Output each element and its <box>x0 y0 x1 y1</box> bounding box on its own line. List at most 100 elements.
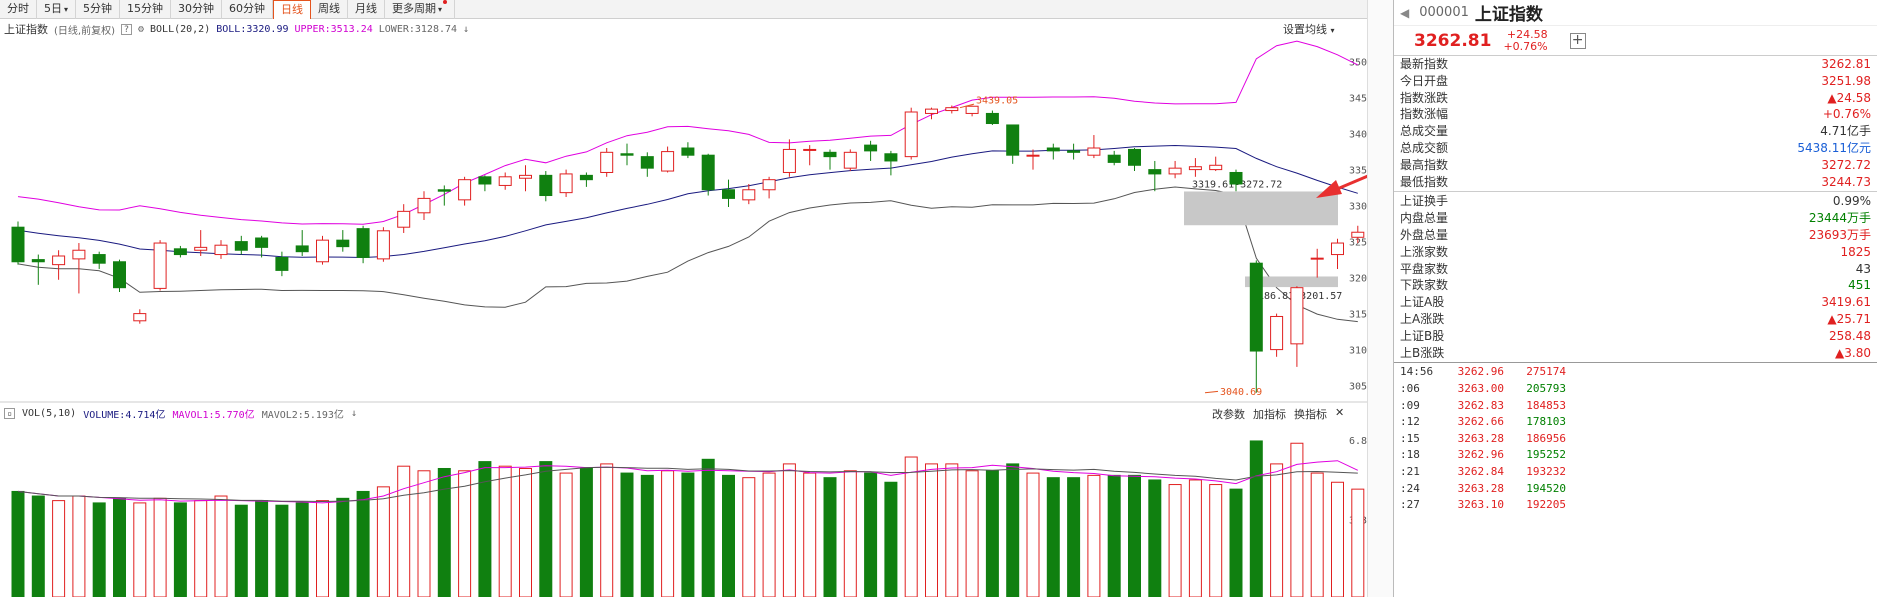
stat-value: 5438.11亿元 <box>1797 140 1871 155</box>
tick-time: :18 <box>1400 448 1420 462</box>
candle-body <box>417 197 431 214</box>
back-icon[interactable]: ◀ <box>1400 5 1410 20</box>
stat-label: 上证A股 <box>1400 295 1445 310</box>
change-params-button[interactable]: 改参数 <box>1212 408 1245 421</box>
price-row: 3262.81 +24.58 +0.76% + <box>1394 26 1877 56</box>
stat-row: 内盘总量 23444万手 <box>1394 210 1877 227</box>
stat-label: 指数涨跌 <box>1400 90 1449 105</box>
period-tab-6[interactable]: 日线 <box>273 0 312 19</box>
help-icon[interactable]: ? <box>120 23 132 35</box>
arrow-down-icon[interactable]: ↓ <box>463 23 470 35</box>
tick-price: 3263.00 <box>1457 381 1504 395</box>
volume-bar <box>925 463 938 597</box>
candle-body <box>1209 164 1223 171</box>
stat-value: 4.71亿手 <box>1820 124 1871 139</box>
period-tab-label: 60分钟 <box>229 1 266 15</box>
stat-value: 23444万手 <box>1808 211 1871 226</box>
volume-bar <box>52 500 66 597</box>
stats-group-2: 上证换手 0.99% 内盘总量 23444万手 外盘总量 23693万手 上涨家数 1825 平… <box>1394 193 1877 361</box>
boll-label[interactable]: BOLL(20,2) <box>150 23 211 35</box>
tick-row: :12 3262.66 178103 <box>1394 414 1877 431</box>
candle-body <box>437 189 451 192</box>
tick-time: :24 <box>1400 481 1420 495</box>
period-tab-0[interactable]: 分时 <box>0 0 37 19</box>
change-value: +24.58 <box>1506 27 1548 41</box>
volume-bar <box>437 467 451 597</box>
volume-bar <box>255 500 269 597</box>
volume-bar <box>1026 472 1040 597</box>
tick-list: 14:56 3262.96 275174:06 3263.00 205793:09 326… <box>1394 364 1877 513</box>
ma-settings-button[interactable]: 设置均线 ▾ <box>1283 21 1335 37</box>
candle-body <box>113 261 126 289</box>
volume-tick-label: 6.85 <box>1349 436 1373 447</box>
candle-body <box>376 230 390 260</box>
vertical-scrollbar[interactable] <box>1367 0 1393 597</box>
gap-zone-upper-label: 3319.61-3272.72 <box>1192 179 1282 190</box>
stat-value: ▲24.58 <box>1827 90 1871 105</box>
tick-volume: 205793 <box>1526 381 1566 395</box>
low-annotation-pointer <box>1204 390 1219 394</box>
stat-row: 指数涨跌 ▲24.58 <box>1394 90 1877 107</box>
volume-bar: ▫ VOL(5,10) VOLUME:4.714亿 MAVOL1:5.770亿 … <box>0 405 1360 421</box>
volume-bar <box>1046 477 1060 597</box>
switch-indicator-button[interactable]: 换指标 <box>1294 408 1327 421</box>
period-tab-5[interactable]: 60分钟 <box>222 0 274 19</box>
caret-down-icon: ▾ <box>64 4 69 14</box>
notify-dot-icon <box>443 0 448 4</box>
period-tab-9[interactable]: 更多周期 ▾ <box>385 0 456 19</box>
period-toolbar: 分时 5日 ▾ 5分钟 15分钟 30分钟 60分钟 日线 周线 月线 更多周期 ▾ <box>0 0 1393 19</box>
stat-label: 外盘总量 <box>1400 227 1449 242</box>
candle-body <box>397 210 411 228</box>
period-tab-4[interactable]: 30分钟 <box>171 0 223 19</box>
red-arrow-head <box>1316 180 1342 198</box>
collapse-icon[interactable]: ▫ <box>4 407 15 419</box>
stats-group-1: 最新指数 3262.81 今日开盘 3251.98 指数涨跌 ▲24.58 指数涨幅 +0.7… <box>1394 56 1877 190</box>
volume-bar <box>336 497 350 597</box>
period-tab-7[interactable]: 周线 <box>311 0 349 19</box>
stat-row: 最高指数 3272.72 <box>1394 157 1877 174</box>
stat-label: 最高指数 <box>1400 157 1449 172</box>
volume-bar <box>234 504 248 597</box>
tick-time: :12 <box>1400 415 1420 429</box>
add-watchlist-button[interactable]: + <box>1569 32 1586 49</box>
stat-label: 最新指数 <box>1400 57 1449 71</box>
close-icon[interactable]: ✕ <box>1335 406 1345 419</box>
vol-label[interactable]: VOL(5,10) <box>22 407 77 419</box>
period-tab-label: 15分钟 <box>127 1 164 15</box>
stat-row: 上涨家数 1825 <box>1394 244 1877 261</box>
vol-value: VOLUME:4.714亿 <box>83 409 166 421</box>
candle-body <box>722 189 735 199</box>
candle-body <box>1046 147 1060 152</box>
volume-bar <box>559 472 573 597</box>
add-indicator-button[interactable]: 加指标 <box>1253 408 1286 421</box>
volume-bar <box>11 490 25 597</box>
candle-body <box>153 242 167 289</box>
volume-bar <box>681 472 695 597</box>
tick-time: 14:56 <box>1400 365 1434 379</box>
candle-body <box>1249 262 1263 352</box>
candle-body <box>681 147 695 156</box>
chart-title: 上证指数 <box>4 23 48 36</box>
candle-body <box>133 313 147 322</box>
period-tab-3[interactable]: 15分钟 <box>120 0 172 19</box>
gear-icon[interactable]: ⚙ <box>137 23 145 35</box>
volume-bar <box>1006 463 1020 597</box>
stat-label: 上A涨跌 <box>1400 311 1445 326</box>
period-tab-2[interactable]: 5分钟 <box>76 0 121 19</box>
tick-row: :09 3262.83 184853 <box>1394 398 1877 415</box>
period-tab-1[interactable]: 5日 ▾ <box>37 0 77 19</box>
tick-row: :15 3263.28 186956 <box>1394 431 1877 448</box>
tick-price: 3262.96 <box>1457 448 1504 462</box>
volume-bar <box>1331 481 1344 597</box>
stat-value: +0.76% <box>1822 107 1871 122</box>
candle-body <box>1107 154 1121 163</box>
candle-body <box>925 108 938 114</box>
candle-body <box>1331 242 1344 256</box>
period-tab-8[interactable]: 月线 <box>348 0 386 19</box>
candle-body <box>559 173 573 194</box>
arrow-down-icon[interactable]: ↓ <box>350 407 357 419</box>
candle-body <box>234 241 248 251</box>
volume-bar <box>600 463 614 597</box>
stat-value: 258.48 <box>1829 328 1871 343</box>
